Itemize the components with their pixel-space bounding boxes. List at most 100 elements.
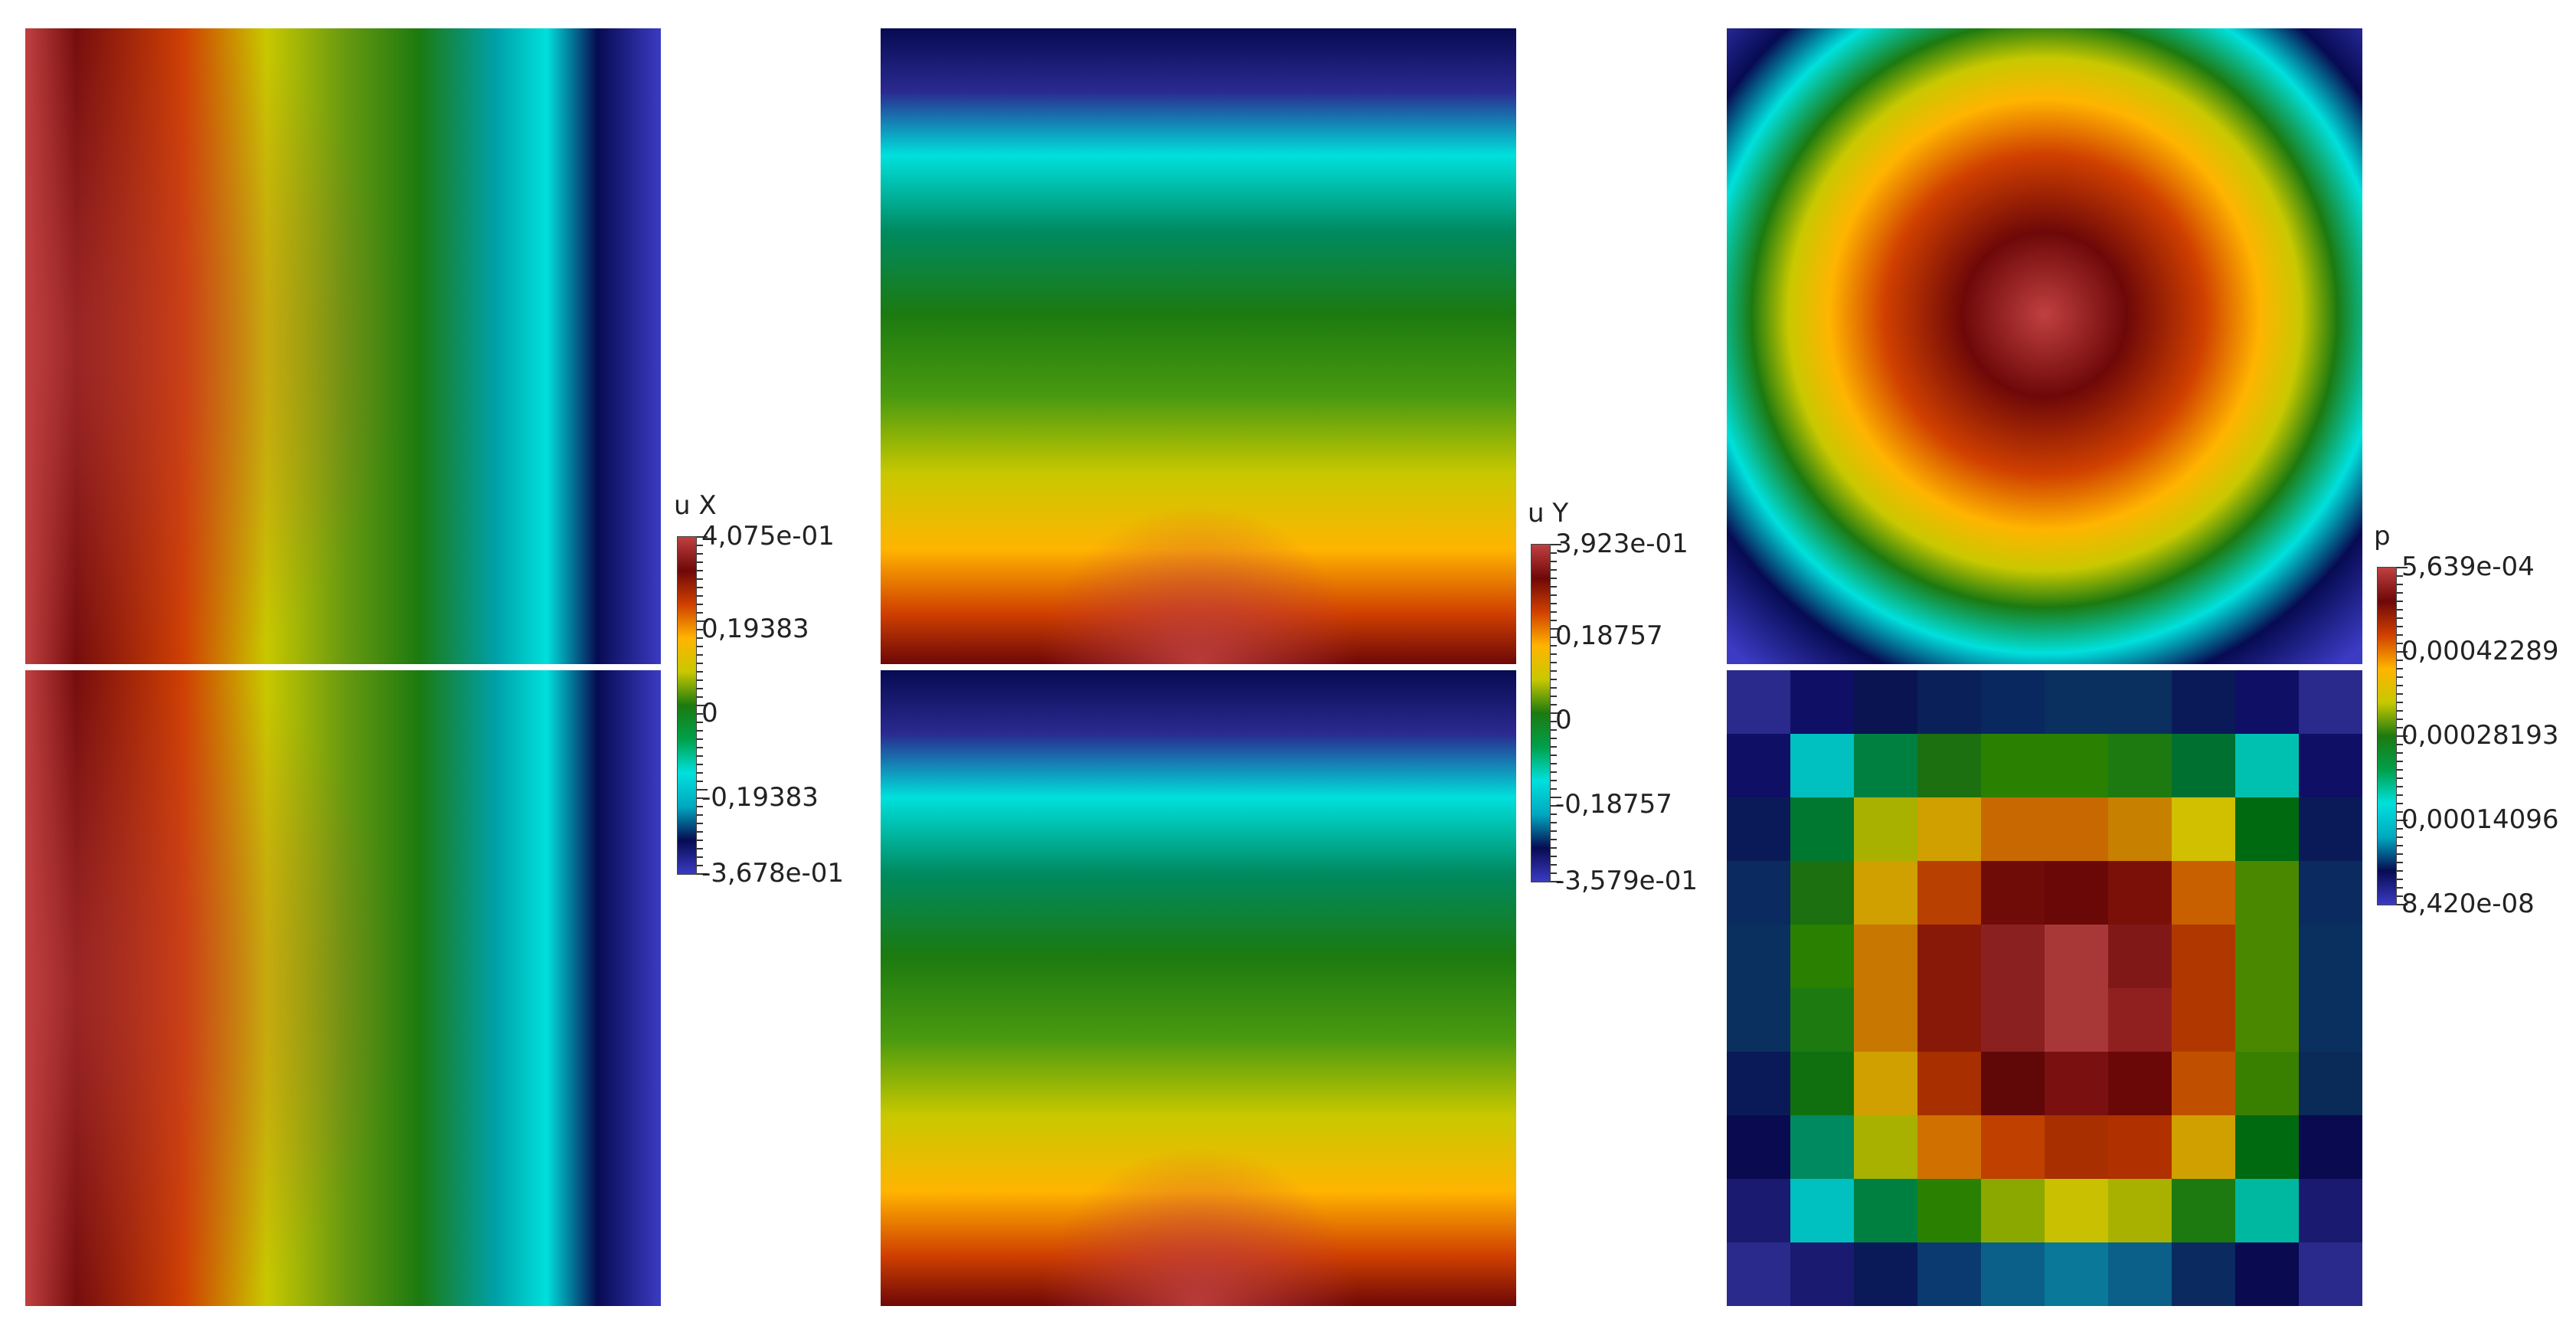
p-grid-cell [2235,1052,2300,1116]
p-grid-cell [2108,988,2172,1052]
p-grid-cell [2108,925,2172,989]
p-grid-cell [2172,925,2236,989]
p-grid-cell [1790,1179,1855,1243]
ux-colorbar-tick [697,637,703,639]
uy-colorbar-tick [1551,645,1557,646]
ux-colorbar-tick [697,713,703,715]
p-colorbar-tick [2397,634,2403,636]
p-grid-cell [1917,670,1982,735]
p-heatmap-bottom [1727,670,2362,1306]
p-grid-cell [2045,797,2109,862]
p-grid-cell [2235,670,2300,735]
p-colorbar-tick [2397,828,2403,830]
ux-colorbar-tick [697,831,703,833]
ux-colorbar-tick [697,705,708,706]
uy-colorbar-tick [1551,552,1557,554]
p-grid-cell [2172,861,2236,925]
p-grid-cell [1917,925,1982,989]
p-grid-cell [1727,670,1791,735]
uy-colorbar-tick [1551,763,1557,764]
p-colorbar-tick [2397,601,2403,602]
p-colorbar-tick [2397,685,2403,686]
uy-colorbar-tick [1551,578,1557,579]
p-colorbar-tick [2397,710,2403,712]
ux-colorbar-tick [697,797,703,799]
p-grid-cell [2045,670,2109,735]
p-colorbar-tick [2397,702,2403,703]
p-grid-cell [1790,861,1855,925]
p-grid-cell [1917,861,1982,925]
uy-colorbar-tick [1551,872,1557,874]
ux-colorbar-tick [697,840,703,841]
p-grid-cell [2045,1242,2109,1306]
p-colorbar-tick [2397,887,2403,889]
p-grid-cell [2299,988,2362,1052]
ux-colorbar-tick [697,663,703,664]
p-grid-cell [1981,670,2045,735]
ux-colorbar-tick [697,612,703,614]
ux-colorbar-tick [697,781,703,782]
ux-colorbar-tick [697,545,703,546]
p-field-bottom [1727,670,2362,1306]
p-colorbar-title: p [2374,521,2391,552]
p-grid-cell [2172,1242,2236,1306]
p-colorbar-tick [2397,803,2403,804]
p-heatmap-top [1727,28,2362,664]
ux-colorbar-tick [697,587,703,588]
uy-colorbar-tick [1551,662,1557,663]
ux-colorbar-tick [697,671,703,673]
uy-heatmap-bottom [881,670,1516,1306]
p-colorbar-tick [2397,777,2403,779]
p-grid-cell [1981,1052,2045,1116]
ux-colorbar-tick [697,595,703,597]
p-grid-cell [1917,1242,1982,1306]
uy-colorbar-tick [1551,687,1557,689]
ux-field-bottom [25,670,661,1306]
ux-colorbar-tick [697,688,703,689]
ux-colorbar-tick [697,646,703,647]
p-grid-cell [1790,1052,1855,1116]
p-grid-cell [1981,734,2045,798]
uy-colorbar-tick [1551,696,1557,697]
uy-colorbar-tick [1551,653,1557,655]
p-grid-cell [1917,1179,1982,1243]
p-grid-cell [1790,1242,1855,1306]
p-grid-cell [2235,1179,2300,1243]
p-grid-cell [2235,1242,2300,1306]
p-colorbar-tick [2397,660,2403,661]
uy-colorbar-tick [1551,561,1557,562]
p-grid-cell [1854,734,1918,798]
p-grid-cell [2299,734,2362,798]
p-colorbar-tick [2397,879,2403,880]
p-colorbar-tick [2397,584,2403,585]
p-colorbar-tick [2397,651,2408,653]
uy-colorbar-tick [1551,603,1557,604]
uy-colorbar-tick [1551,805,1557,807]
p-grid-cell [2235,797,2300,862]
p-grid-cell [2108,1115,2172,1180]
p-grid-cell [2045,1179,2109,1243]
uy-colorbar-tick [1551,847,1557,849]
p-grid-cell [1727,861,1791,925]
p-colorbar-tick [2397,609,2403,610]
p-grid-cell [2299,1179,2362,1243]
p-grid-cell [2235,861,2300,925]
p-grid-cell [2299,1052,2362,1116]
p-grid-cell [1727,1115,1791,1180]
p-colorbar-tick [2397,643,2403,644]
ux-colorbar-label: 0 [701,698,718,729]
ux-colorbar-label: -3,678e-01 [701,858,845,889]
ux-colorbar: u X 4,075e-01 0,19383 0 -0,19383 -3,678e-01 [674,490,873,889]
p-colorbar-tick [2397,676,2403,678]
ux-colorbar-tick [697,772,703,774]
p-grid-cell [2172,1115,2236,1180]
ux-colorbar-tick [697,604,703,605]
p-colorbar-tick [2397,895,2403,897]
p-grid-cell [2108,1052,2172,1116]
p-grid-cell [1790,1115,1855,1180]
ux-colorbar-tick [697,755,703,757]
p-colorbar-tick [2397,719,2403,720]
uy-colorbar-tick [1551,881,1561,882]
p-colorbar-tick [2397,735,2408,737]
p-grid-cell [1917,734,1982,798]
